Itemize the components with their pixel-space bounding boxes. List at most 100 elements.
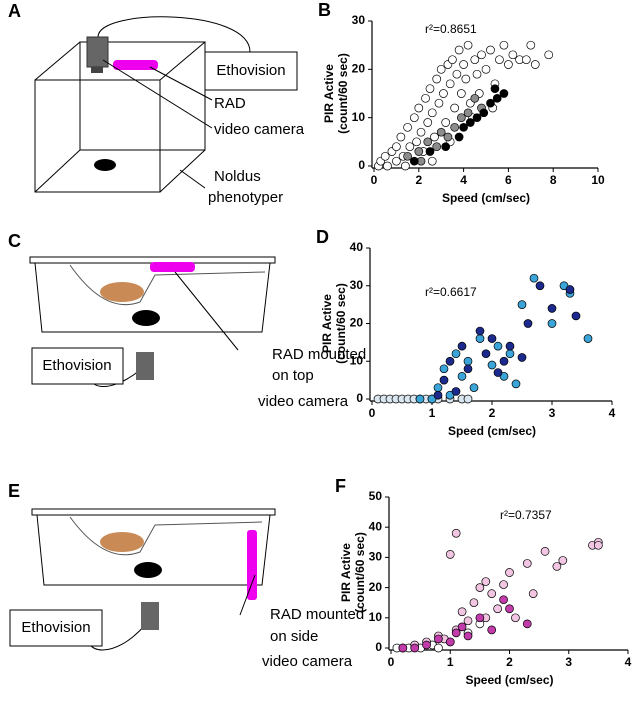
y-tick-label: 0 xyxy=(375,640,382,654)
label: RAD mounted xyxy=(270,606,364,623)
y-tick-label: 20 xyxy=(350,316,364,330)
x-tick-label: 2 xyxy=(506,655,513,669)
mouse xyxy=(132,310,160,326)
point xyxy=(414,147,424,156)
point xyxy=(479,108,489,118)
point xyxy=(463,616,473,626)
point xyxy=(529,273,539,283)
point xyxy=(392,142,401,152)
point xyxy=(472,113,482,123)
hopper xyxy=(69,516,263,556)
point xyxy=(583,334,593,343)
point xyxy=(403,151,412,161)
lid xyxy=(31,508,276,516)
point xyxy=(463,356,473,366)
point xyxy=(463,364,473,374)
point xyxy=(475,613,485,623)
y-tick-label: 20 xyxy=(369,580,383,594)
point xyxy=(434,643,443,653)
x-tick-label: 4 xyxy=(609,406,616,420)
y-tick-label: 0 xyxy=(358,158,365,172)
point xyxy=(454,45,464,55)
point xyxy=(477,50,486,60)
camera xyxy=(136,352,154,380)
label: Ethovision xyxy=(42,357,111,374)
x-tick-label: 1 xyxy=(429,406,436,420)
point xyxy=(410,643,420,653)
point xyxy=(434,634,443,644)
x-tick-label: 6 xyxy=(505,173,512,187)
y-tick-label: 0 xyxy=(356,391,363,405)
point xyxy=(521,55,531,65)
point xyxy=(490,84,500,94)
point xyxy=(396,132,406,142)
ethovision-box xyxy=(31,347,124,385)
point xyxy=(465,118,475,127)
point xyxy=(409,113,419,123)
rad-sensor xyxy=(247,530,257,600)
point xyxy=(425,84,435,94)
point xyxy=(463,394,473,404)
rad-sensor xyxy=(150,262,195,272)
point xyxy=(439,89,448,98)
label: Noldus xyxy=(214,168,261,185)
point xyxy=(380,151,390,161)
point xyxy=(430,132,439,142)
leader-lines xyxy=(102,59,213,189)
point xyxy=(487,334,497,343)
point xyxy=(432,142,442,152)
label: Ethovision xyxy=(216,62,285,79)
point xyxy=(535,281,545,291)
food xyxy=(100,532,144,552)
point xyxy=(434,98,444,108)
point xyxy=(441,118,451,127)
label: phenotyper xyxy=(208,189,283,206)
x-tick-label: 4 xyxy=(460,173,467,187)
point xyxy=(433,383,443,393)
point xyxy=(517,300,527,309)
point xyxy=(459,60,468,69)
point xyxy=(457,113,466,123)
point xyxy=(475,583,485,592)
point xyxy=(547,319,557,328)
point xyxy=(493,341,503,351)
point xyxy=(499,580,508,589)
cable xyxy=(97,16,251,53)
point xyxy=(487,589,497,598)
point xyxy=(481,577,491,586)
point xyxy=(528,589,538,598)
y-tick-label: 30 xyxy=(350,278,364,292)
point xyxy=(451,387,461,396)
label: video camera xyxy=(214,121,305,138)
point xyxy=(457,89,466,98)
camera xyxy=(86,36,109,68)
point xyxy=(427,108,437,118)
point xyxy=(457,341,467,351)
point xyxy=(436,64,446,74)
point xyxy=(403,122,412,132)
panel-letter: F xyxy=(335,476,346,496)
point xyxy=(432,74,442,84)
point xyxy=(463,108,473,118)
point xyxy=(409,156,419,166)
y-tick-label: 10 xyxy=(369,610,383,624)
annotation: r²=0.8651 xyxy=(425,22,477,36)
y-axis-label: (count/60 sec) xyxy=(334,283,348,364)
x-tick-label: 10 xyxy=(591,173,605,187)
point xyxy=(457,622,467,632)
point xyxy=(454,132,464,142)
point xyxy=(505,604,514,614)
point xyxy=(439,364,449,374)
ethovision-box xyxy=(204,51,298,91)
point xyxy=(481,64,491,74)
x-tick-label: 1 xyxy=(447,655,454,669)
label: video camera xyxy=(258,393,349,410)
point xyxy=(423,137,433,147)
point xyxy=(452,69,462,79)
label: on top xyxy=(272,367,314,384)
point xyxy=(414,103,424,113)
diagram-a: A Ethovision RAD video camera Noldus phe… xyxy=(8,1,305,206)
point xyxy=(469,598,479,608)
label: Ethovision xyxy=(21,619,90,636)
